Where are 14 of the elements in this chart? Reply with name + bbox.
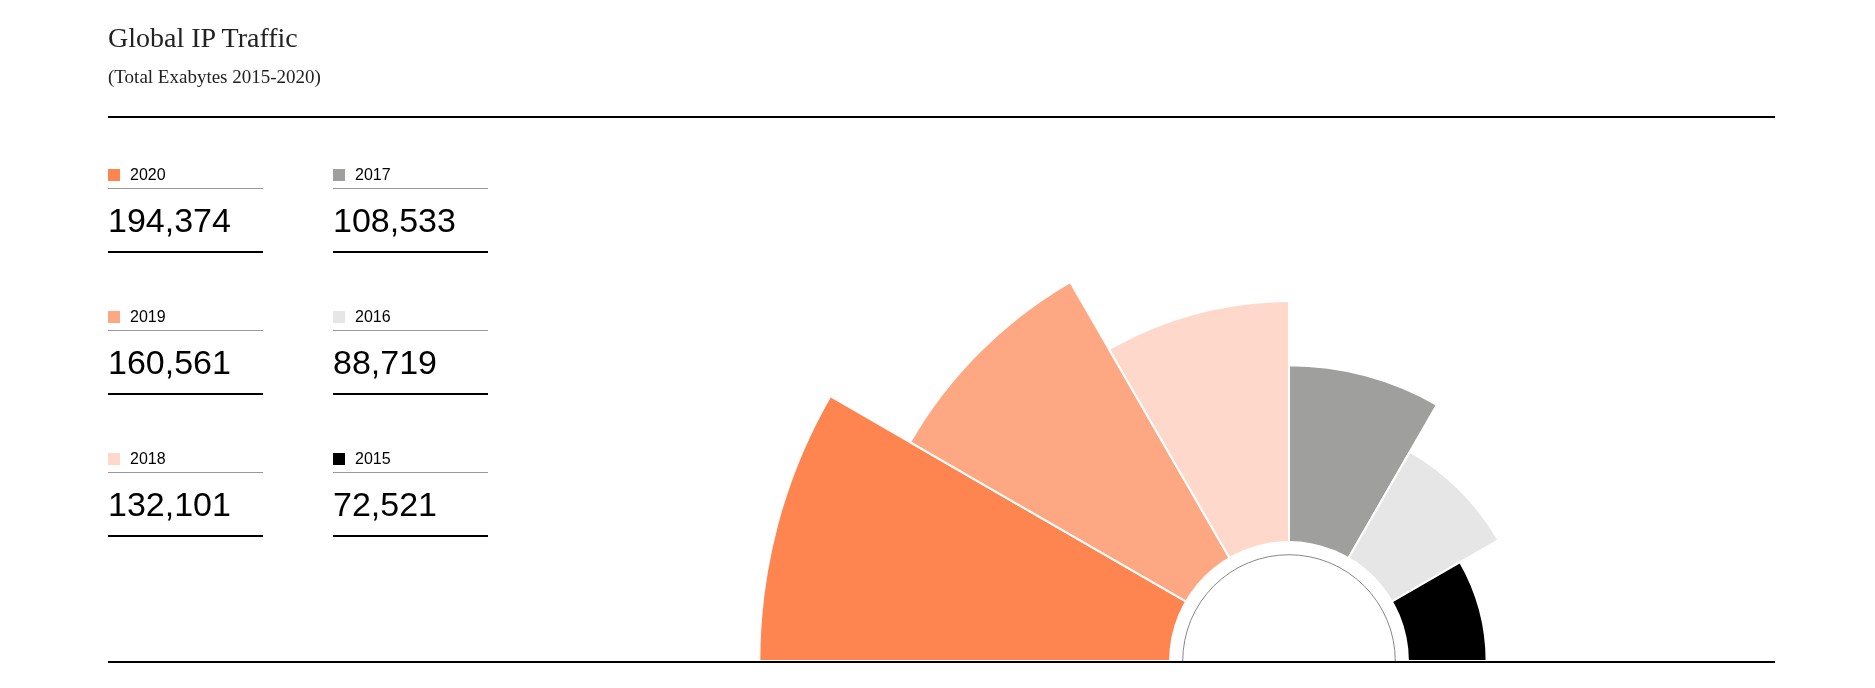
- text: Global IP Traffic: [108, 22, 298, 54]
- data-label: 132,101: [108, 473, 263, 537]
- category-label: 2015: [355, 450, 391, 468]
- category-label: 2017: [355, 166, 391, 184]
- text: (Total Exabytes 2015-2020): [108, 66, 321, 88]
- category-label: 2016: [355, 308, 391, 326]
- data-label: 108,533: [333, 189, 488, 253]
- data-label: 194,374: [108, 189, 263, 253]
- category-label: 2019: [130, 308, 166, 326]
- data-label: 88,719: [333, 331, 488, 395]
- data-label: 160,561: [108, 331, 263, 395]
- category-label: 2020: [130, 166, 166, 184]
- data-label: 72,521: [333, 473, 488, 537]
- category-label: 2018: [130, 450, 166, 468]
